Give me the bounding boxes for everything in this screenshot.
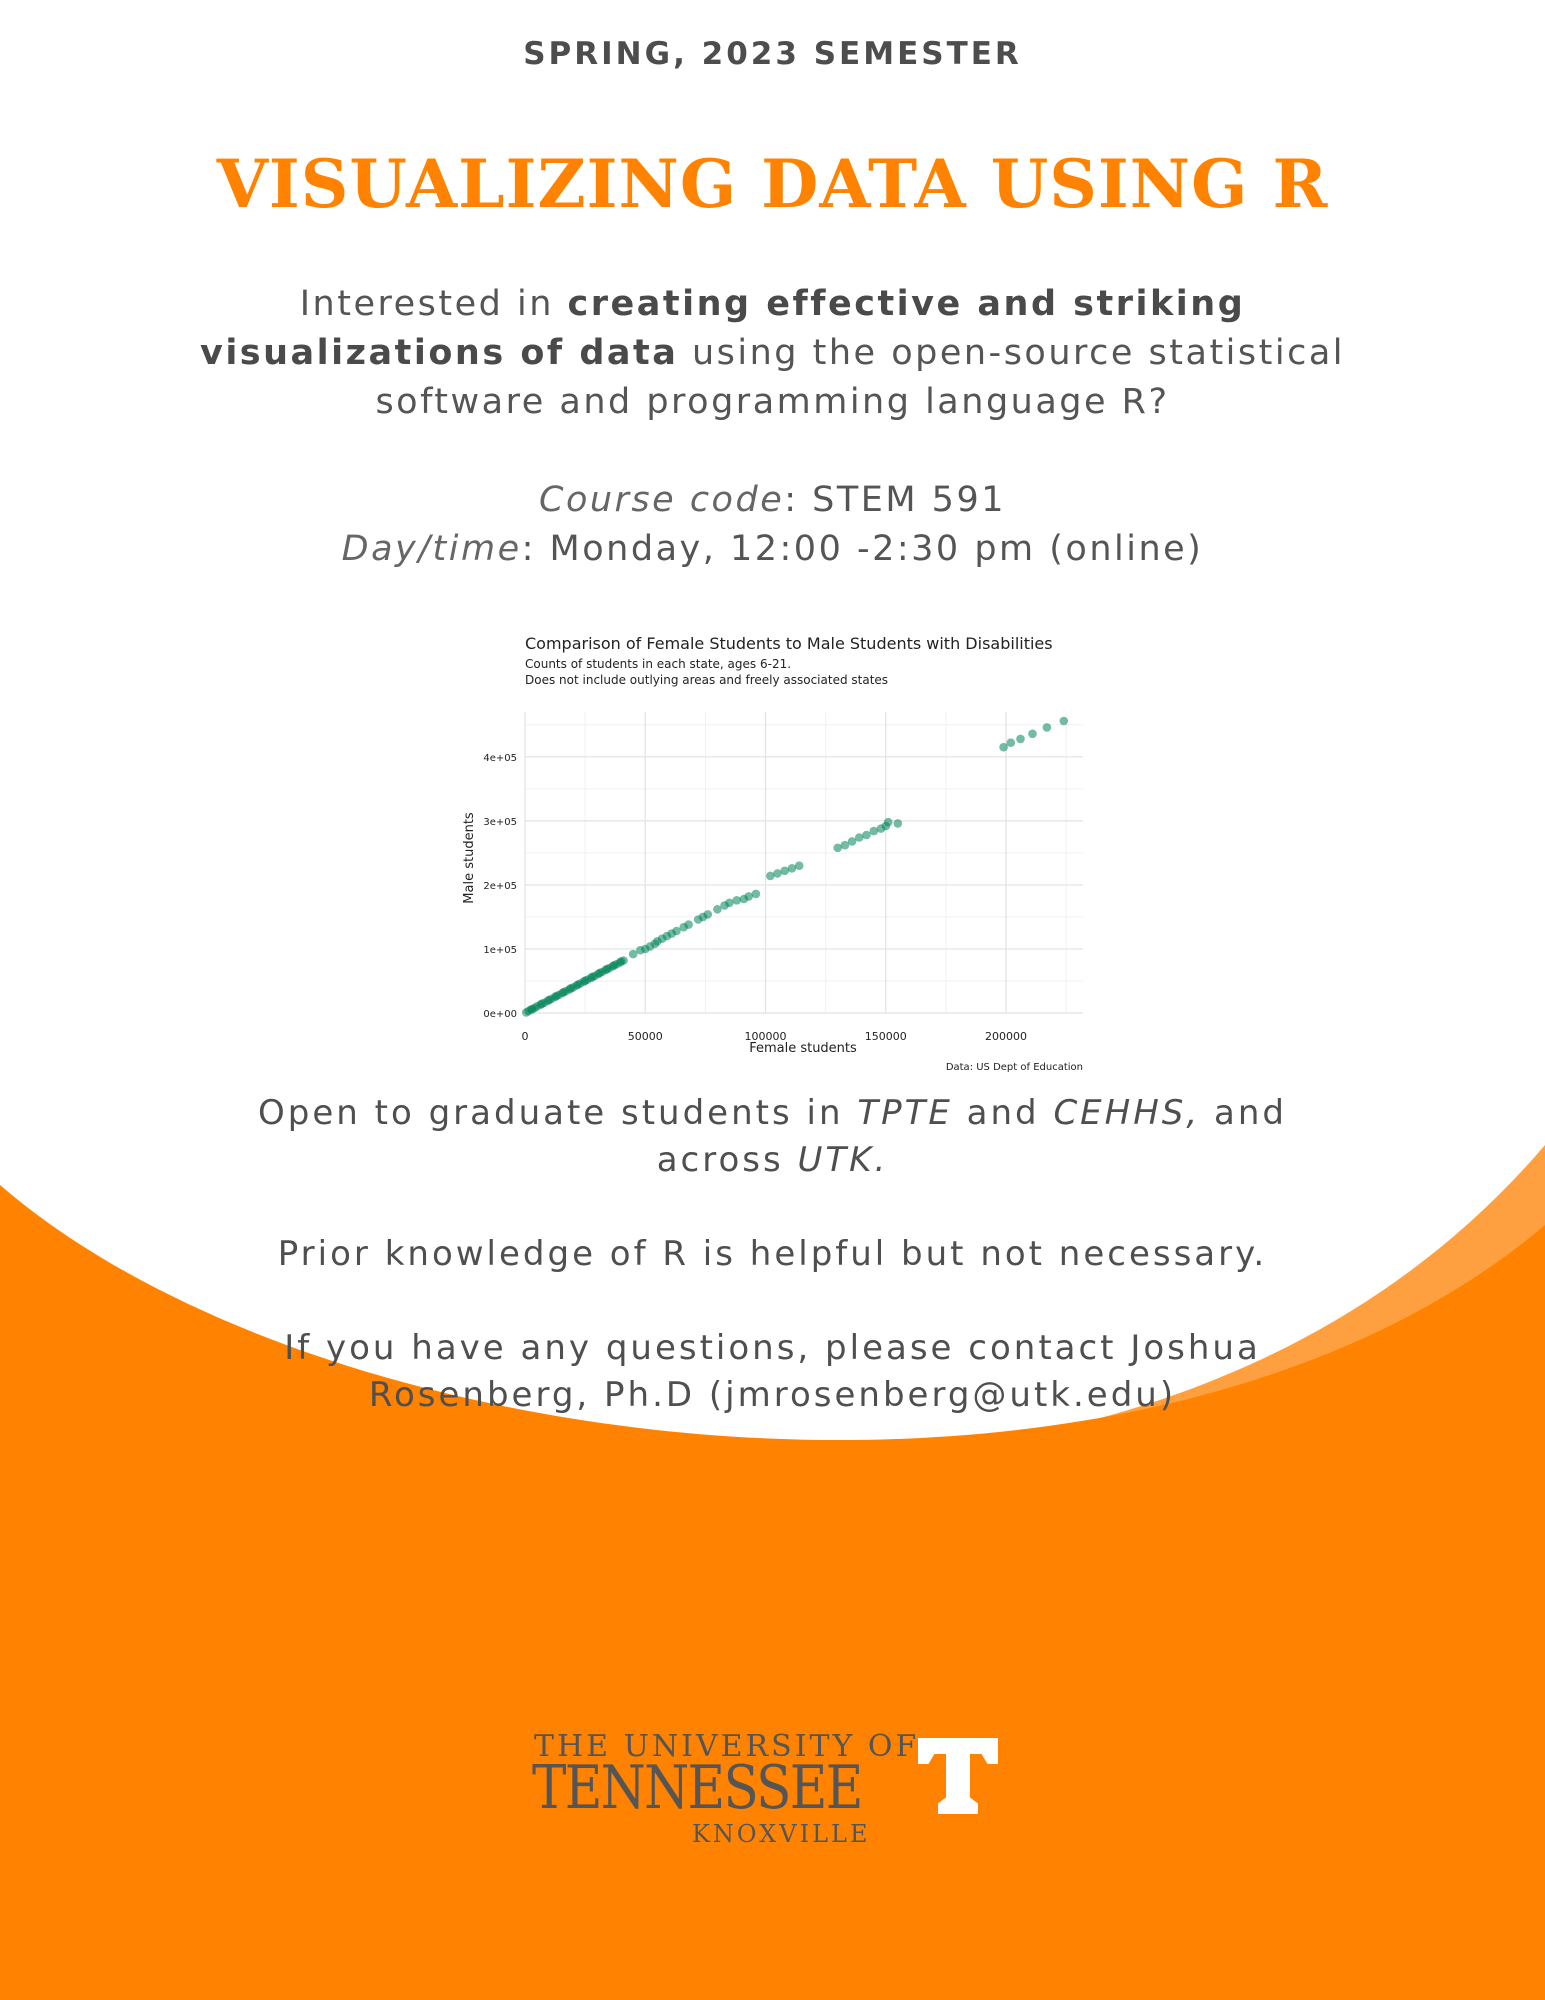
data-point [744, 892, 753, 901]
semester-heading: SPRING, 2023 SEMESTER [523, 36, 1022, 72]
chart-subtitle-line2: Does not include outlying areas and free… [525, 673, 888, 687]
data-point [1006, 738, 1016, 747]
course-code-value: : STEM 591 [784, 480, 1006, 520]
eligibility-line2: across UTK. [656, 1140, 889, 1180]
data-point [602, 964, 612, 974]
data-point [684, 920, 693, 929]
x-tick-label: 200000 [985, 1030, 1027, 1043]
intro-paragraph: Interested in creating effective and str… [200, 280, 1345, 427]
data-point [1059, 716, 1069, 726]
course-info: Course code: STEM 591 Day/time: Monday, … [0, 476, 1545, 574]
course-time-line: Day/time: Monday, 12:00 -2:30 pm (online… [0, 525, 1545, 574]
data-point [794, 861, 804, 870]
data-point [780, 866, 790, 876]
course-time-value: : Monday, 12:00 -2:30 pm (online) [521, 529, 1204, 569]
utk-logo: THE UNIVERSITY OF TENNESSEE KNOXVILLE [530, 1725, 1010, 1855]
x-tick-label: 50000 [628, 1030, 663, 1043]
y-tick-label: 1e+05 [483, 945, 517, 956]
data-point [773, 869, 782, 878]
data-point [751, 889, 761, 899]
data-point [893, 819, 903, 828]
chart-points [521, 716, 1069, 1017]
tpte-text: TPTE [857, 1093, 953, 1133]
intro-text: Interested in [299, 284, 568, 324]
data-point [595, 968, 604, 978]
chart-subtitle-line1: Counts of students in each state, ages 6… [525, 657, 791, 671]
data-point [847, 837, 857, 846]
data-point [527, 1004, 537, 1014]
white-arc [0, 0, 1545, 1400]
data-point [703, 910, 713, 919]
data-point [588, 972, 597, 982]
data-point [833, 843, 842, 853]
data-point [537, 999, 547, 1008]
y-tick-label: 0e+00 [483, 1009, 517, 1020]
contact-line2: Rosenberg, Ph.D (jmrosenberg@utk.edu) [368, 1375, 1177, 1415]
chart-caption: Data: US Dept of Education [946, 1062, 1083, 1073]
data-point [559, 987, 568, 997]
y-tick-label: 3e+05 [483, 817, 517, 828]
eligibility-line1: Open to graduate students in TPTE and CE… [258, 1093, 1287, 1133]
details-text: Open to graduate students in TPTE and CE… [200, 1090, 1345, 1419]
intro-text-end: using the open-source statistical softwa… [375, 333, 1345, 422]
data-point [725, 898, 734, 908]
data-point [869, 826, 879, 836]
contact-line1: If you have any questions, please contac… [284, 1328, 1261, 1368]
data-point [672, 926, 681, 936]
utk-text: UTK. [797, 1140, 889, 1180]
course-time-label: Day/time [341, 529, 522, 569]
course-code-label: Course code [539, 480, 785, 520]
page-title: VISUALIZING DATA USING R [216, 145, 1329, 223]
data-point [1042, 723, 1052, 732]
data-point [609, 961, 619, 970]
data-point [883, 817, 893, 827]
y-tick-label: 4e+05 [483, 753, 517, 764]
data-point [616, 957, 626, 966]
data-point [766, 871, 775, 881]
logo-line1: THE UNIVERSITY OF [534, 1729, 920, 1764]
chart-ticks: 0 50000 100000 150000 200000 0e+00 1e+05 2e+05 3… [483, 753, 1027, 1043]
data-point [566, 984, 575, 993]
data-point [862, 830, 871, 840]
data-point [855, 833, 864, 842]
x-tick-label: 0 [522, 1030, 529, 1043]
chart-x-axis-label: Female students [749, 1041, 857, 1056]
data-point [544, 995, 554, 1005]
prior-knowledge-text: Prior knowledge of R is helpful but not … [277, 1234, 1268, 1274]
data-point [628, 949, 638, 959]
cehhs-text: CEHHS, [1053, 1093, 1201, 1133]
data-point [840, 840, 850, 850]
intro-bold-text: creating effective and striking visualiz… [200, 284, 1246, 373]
x-tick-label: 100000 [745, 1030, 787, 1043]
data-point [999, 742, 1008, 752]
data-point [713, 905, 722, 914]
x-tick-label: 150000 [865, 1030, 907, 1043]
course-code-line: Course code: STEM 591 [0, 476, 1545, 525]
data-point [1016, 734, 1025, 744]
data-point [573, 980, 583, 989]
y-tick-label: 2e+05 [483, 881, 517, 892]
logo-line3: KNOXVILLE [692, 1820, 871, 1848]
data-point [1028, 729, 1037, 739]
chart-grid [524, 712, 1083, 1014]
data-point [732, 896, 741, 905]
data-point [552, 991, 561, 1001]
logo-line2: TENNESSEE [532, 1753, 863, 1823]
orange-wave [0, 1185, 1545, 2000]
chart-y-axis-label: Male students [462, 812, 477, 904]
power-t-icon [916, 1736, 1000, 1816]
data-point [580, 976, 590, 985]
scatter-chart: Comparison of Female Students to Male St… [462, 634, 1083, 1073]
chart-title: Comparison of Female Students to Male St… [525, 634, 1053, 653]
data-point [787, 864, 797, 873]
